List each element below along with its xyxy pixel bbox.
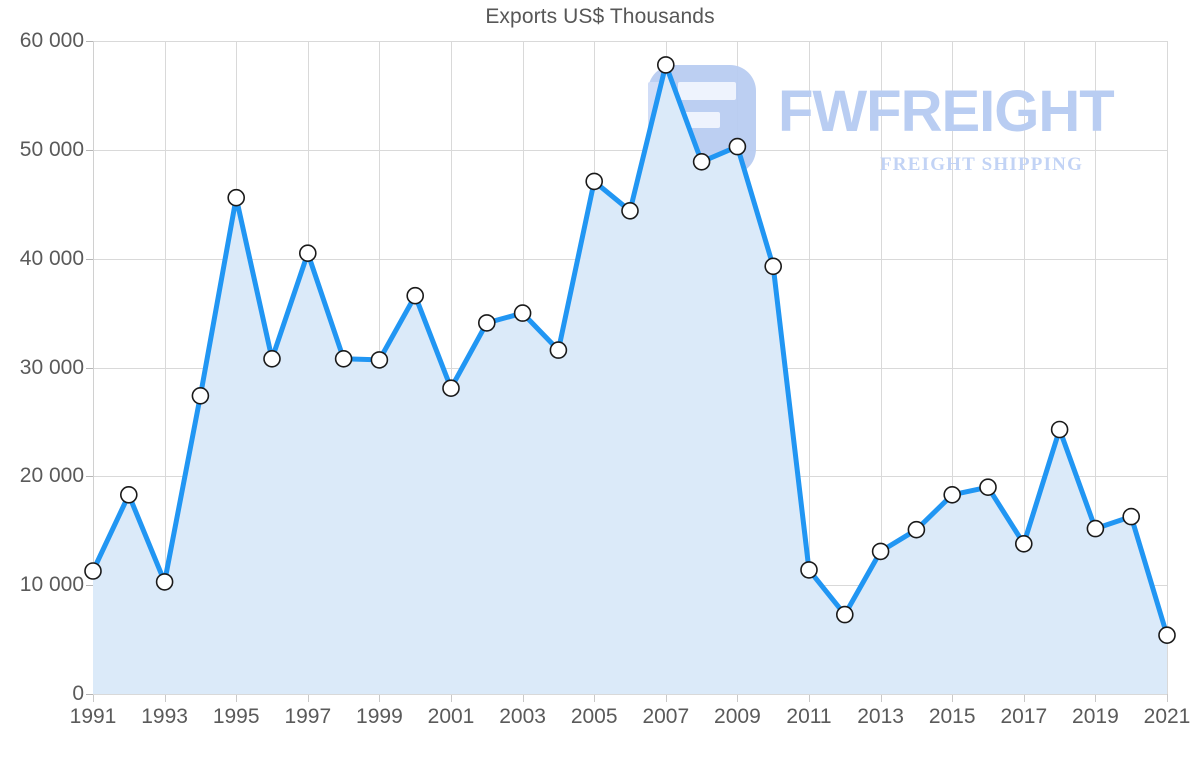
y-axis-tick-mark	[86, 585, 93, 586]
data-point-marker[interactable]	[406, 286, 425, 305]
x-axis-tick-label: 2015	[928, 705, 976, 728]
x-axis-tick-label: 2013	[857, 705, 904, 728]
data-point-marker[interactable]	[764, 257, 783, 276]
x-axis-tick-mark	[1024, 694, 1025, 702]
x-axis-tick-label: 1991	[69, 705, 117, 728]
x-axis-tick-mark	[1095, 694, 1096, 702]
x-axis-tick-mark	[93, 694, 94, 702]
y-axis-tick-label: 60 000	[19, 29, 84, 52]
data-point-marker[interactable]	[656, 56, 675, 74]
data-point-marker[interactable]	[585, 172, 604, 191]
data-point-marker[interactable]	[84, 562, 102, 580]
gridline-vertical	[952, 41, 953, 694]
gridline-horizontal	[93, 41, 1167, 42]
data-point-marker[interactable]	[155, 573, 174, 591]
x-axis-tick-label: 1997	[284, 705, 332, 728]
y-axis-tick-mark	[86, 41, 93, 42]
data-point-marker[interactable]	[621, 202, 639, 220]
data-point-marker[interactable]	[1122, 507, 1140, 526]
data-point-marker[interactable]	[1014, 534, 1033, 553]
x-axis-tick-label: 2009	[714, 705, 761, 728]
data-point-marker[interactable]	[227, 188, 245, 207]
y-axis-tick-mark	[86, 694, 93, 695]
gridline-vertical	[881, 41, 882, 694]
gridline-vertical	[1167, 41, 1168, 694]
x-axis-tick-mark	[1167, 694, 1168, 702]
gridline-vertical	[165, 41, 166, 694]
x-axis-tick-label: 2019	[1072, 705, 1119, 728]
data-point-marker[interactable]	[442, 379, 460, 398]
x-axis-tick-mark	[165, 694, 166, 702]
data-point-marker[interactable]	[979, 478, 997, 497]
gridline-horizontal	[93, 150, 1167, 151]
data-point-marker[interactable]	[728, 137, 747, 156]
y-axis-tick-label: 0	[72, 682, 84, 705]
x-axis-tick-mark	[737, 694, 738, 702]
x-axis-tick-label: 2011	[786, 705, 832, 728]
x-axis-tick-label: 2005	[570, 705, 618, 728]
x-axis-tick-mark	[451, 694, 452, 702]
data-point-marker[interactable]	[549, 341, 568, 359]
gridline-vertical	[1024, 41, 1025, 694]
data-point-marker[interactable]	[119, 485, 138, 504]
x-axis-tick-label: 2003	[499, 705, 546, 728]
gridline-vertical	[809, 41, 810, 694]
gridline-vertical	[1095, 41, 1096, 694]
data-point-marker[interactable]	[1086, 519, 1105, 538]
data-point-marker[interactable]	[263, 349, 281, 368]
x-axis-tick-label: 1995	[212, 705, 260, 728]
y-axis-tick-mark	[86, 259, 93, 260]
data-point-marker[interactable]	[1158, 626, 1176, 645]
y-axis-tick-label: 10 000	[19, 573, 84, 597]
y-axis-tick-mark	[86, 150, 93, 151]
gridline-vertical	[451, 41, 452, 694]
x-axis-tick-mark	[809, 694, 810, 702]
y-axis-tick-label: 50 000	[19, 137, 84, 161]
x-axis-tick-mark	[236, 694, 237, 702]
x-axis-tick-mark	[666, 694, 667, 702]
x-axis-tick-mark	[952, 694, 953, 702]
y-axis-line	[93, 41, 94, 694]
x-axis-tick-mark	[523, 694, 524, 702]
plot-area: FWFREIGHT FREIGHT SHIPPING	[84, 41, 1176, 695]
exports-series	[84, 56, 1176, 694]
x-axis-tick-mark	[379, 694, 380, 702]
x-axis-tick-mark	[594, 694, 595, 702]
gridline-horizontal	[93, 694, 1167, 695]
data-point-marker[interactable]	[299, 244, 317, 262]
data-point-marker[interactable]	[191, 386, 210, 405]
data-point-marker[interactable]	[334, 349, 353, 368]
area-fill	[93, 64, 1167, 694]
data-point-markers	[84, 56, 1176, 645]
x-axis-tick-label: 1999	[356, 705, 403, 728]
x-axis-tick-mark	[881, 694, 882, 702]
y-axis-tick-label: 20 000	[19, 464, 84, 488]
x-axis-tick-label: 2007	[642, 705, 690, 728]
x-axis-tick-mark	[308, 694, 309, 702]
data-point-marker[interactable]	[370, 351, 389, 369]
y-axis-tick-mark	[86, 368, 93, 369]
data-point-marker[interactable]	[477, 314, 496, 332]
data-point-marker[interactable]	[907, 520, 926, 539]
x-axis-tick-label: 2017	[1000, 705, 1048, 728]
data-point-marker[interactable]	[835, 605, 854, 624]
data-point-marker[interactable]	[1050, 420, 1069, 439]
data-point-marker[interactable]	[871, 542, 890, 561]
y-axis-tick-label: 30 000	[19, 355, 84, 379]
data-point-marker[interactable]	[943, 485, 962, 504]
x-axis-tick-label: 2021	[1143, 705, 1191, 728]
x-axis-tick-label: 2001	[427, 705, 475, 728]
y-axis-tick-mark	[86, 476, 93, 477]
y-axis-tick-label: 40 000	[19, 246, 84, 270]
data-point-marker[interactable]	[513, 304, 532, 322]
chart-title: Exports US$ Thousands	[485, 5, 715, 28]
data-point-marker[interactable]	[692, 153, 711, 171]
data-point-marker[interactable]	[800, 561, 818, 579]
x-axis-tick-label: 1993	[141, 705, 188, 728]
